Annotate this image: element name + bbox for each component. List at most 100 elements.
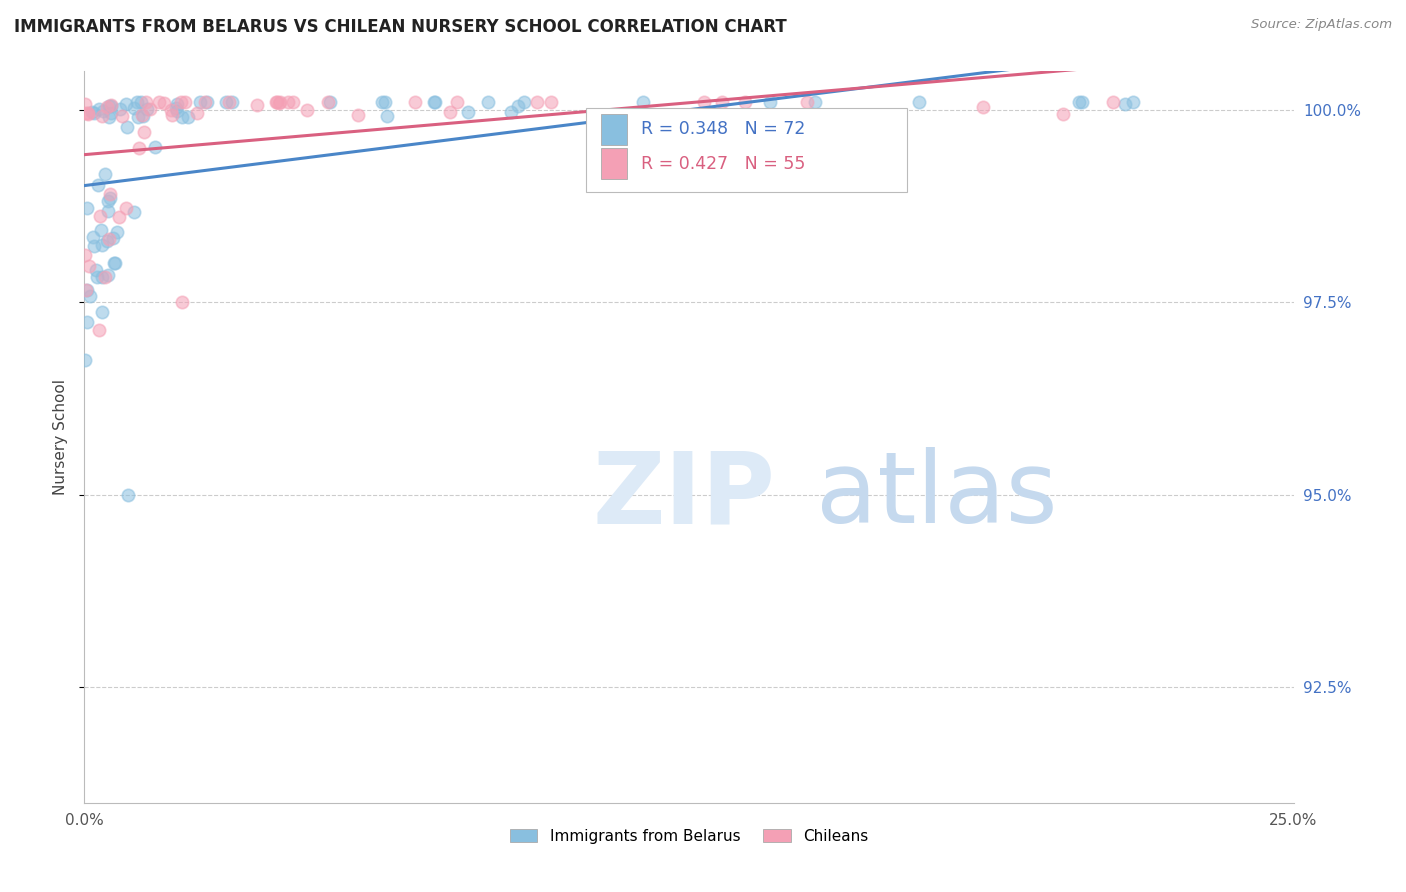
Point [972, 100, 994, 114]
Text: IMMIGRANTS FROM BELARUS VS CHILEAN NURSERY SCHOOL CORRELATION CHART: IMMIGRANTS FROM BELARUS VS CHILEAN NURSE… [14, 18, 787, 36]
Point [98, 187, 121, 202]
Text: Source: ZipAtlas.com: Source: ZipAtlas.com [1251, 18, 1392, 31]
Point [177, 110, 200, 124]
Point [277, 95, 299, 110]
Text: R = 0.348   N = 72: R = 0.348 N = 72 [641, 120, 806, 138]
Point [1069, 95, 1091, 110]
Point [1102, 95, 1125, 110]
Point [108, 211, 131, 225]
FancyBboxPatch shape [600, 114, 627, 145]
Point [97, 194, 120, 208]
Point [1052, 107, 1074, 121]
Point [117, 488, 139, 502]
Point [86, 270, 108, 285]
Point [73, 248, 96, 262]
Point [907, 95, 929, 110]
Point [540, 95, 562, 110]
Point [98, 231, 121, 245]
Point [97, 110, 120, 124]
Point [96, 100, 118, 114]
Point [711, 95, 734, 110]
Point [796, 95, 818, 110]
Point [131, 108, 153, 122]
Point [75, 106, 97, 120]
Point [186, 105, 208, 120]
Point [804, 95, 827, 110]
Point [132, 125, 155, 139]
FancyBboxPatch shape [600, 148, 627, 179]
Point [79, 289, 101, 303]
Point [94, 269, 117, 284]
Point [160, 108, 183, 122]
Point [631, 95, 654, 110]
Point [91, 304, 114, 318]
Point [76, 107, 98, 121]
Point [267, 95, 290, 110]
Point [77, 106, 100, 120]
Point [193, 95, 215, 110]
Point [80, 105, 103, 120]
Point [526, 95, 548, 110]
Point [269, 95, 291, 110]
Point [423, 95, 446, 110]
Point [759, 95, 782, 110]
Point [170, 95, 193, 110]
Point [104, 256, 127, 270]
Point [122, 204, 145, 219]
Point [94, 167, 117, 181]
Point [129, 95, 152, 110]
Point [105, 225, 128, 239]
Point [87, 323, 110, 337]
Point [457, 105, 479, 120]
Point [75, 352, 97, 367]
Point [1122, 95, 1144, 110]
Point [139, 102, 162, 116]
Point [111, 110, 134, 124]
Point [136, 102, 159, 116]
Point [160, 103, 183, 118]
Point [143, 140, 166, 154]
Point [477, 95, 499, 110]
Point [100, 191, 122, 205]
Point [439, 105, 461, 120]
Point [76, 201, 98, 215]
Text: atlas: atlas [815, 447, 1057, 544]
Point [127, 110, 149, 124]
Point [98, 99, 121, 113]
Point [513, 95, 536, 110]
Text: R = 0.427   N = 55: R = 0.427 N = 55 [641, 154, 806, 172]
Point [100, 105, 122, 120]
Point [125, 95, 148, 110]
Point [246, 97, 269, 112]
Point [91, 269, 114, 284]
Point [1114, 97, 1136, 112]
Point [347, 108, 370, 122]
Point [97, 268, 120, 282]
Point [101, 231, 124, 245]
Point [377, 109, 399, 123]
Point [108, 102, 131, 116]
Point [165, 101, 187, 115]
Point [76, 284, 98, 298]
Text: ZIP: ZIP [592, 447, 775, 544]
Point [73, 97, 96, 112]
Point [87, 102, 110, 116]
Point [103, 256, 125, 270]
Point [153, 96, 176, 111]
Point [693, 95, 716, 110]
Point [264, 95, 287, 110]
Point [446, 95, 468, 110]
Point [319, 95, 342, 110]
Point [190, 95, 212, 110]
Point [404, 95, 426, 110]
Point [114, 96, 136, 111]
Point [122, 101, 145, 115]
Point [115, 120, 138, 134]
Point [83, 239, 105, 253]
Point [221, 95, 243, 110]
Point [97, 204, 120, 219]
Point [91, 238, 114, 252]
FancyBboxPatch shape [586, 108, 907, 192]
Point [166, 103, 188, 118]
Point [100, 99, 122, 113]
